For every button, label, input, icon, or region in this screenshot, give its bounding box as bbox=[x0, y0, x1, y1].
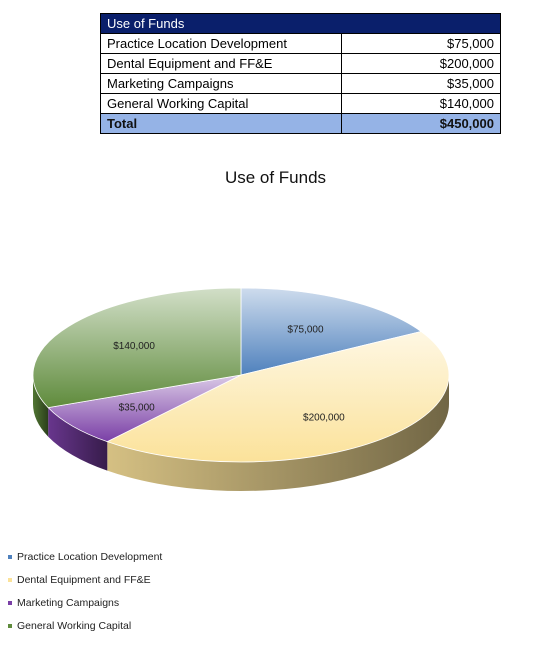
pie-slice-side bbox=[33, 375, 49, 437]
pie-slice bbox=[47, 374, 242, 443]
row-label: Marketing Campaigns bbox=[100, 73, 342, 94]
chart-title: Use of Funds bbox=[224, 168, 327, 187]
table-row: General Working Capital $140,000 bbox=[100, 93, 501, 114]
pie-data-label: $35,000 bbox=[119, 403, 156, 414]
pie-slice bbox=[240, 287, 423, 376]
table-row: Dental Equipment and FF&E $200,000 bbox=[100, 53, 501, 74]
total-amount: $450,000 bbox=[341, 113, 501, 134]
pie-chart: $75,000 $200,000 $35,000 $140,000 bbox=[32, 287, 450, 492]
row-amount: $35,000 bbox=[341, 73, 501, 94]
pie-slice bbox=[106, 331, 450, 463]
legend-label: Practice Location Development bbox=[17, 550, 163, 563]
use-of-funds-table: Use of Funds Practice Location Developme… bbox=[100, 13, 501, 134]
legend-swatch bbox=[8, 577, 12, 582]
table-row: Practice Location Development $75,000 bbox=[100, 33, 501, 54]
row-label: Practice Location Development bbox=[100, 33, 342, 54]
table-title: Use of Funds bbox=[100, 13, 501, 34]
pie-data-label: $75,000 bbox=[287, 324, 324, 335]
total-label: Total bbox=[100, 113, 342, 134]
pie-slice bbox=[32, 287, 242, 409]
pie-slice-side bbox=[48, 407, 108, 471]
row-label: General Working Capital bbox=[100, 93, 342, 114]
chart-legend: Practice Location Development Dental Equi… bbox=[8, 545, 162, 637]
legend-label: General Working Capital bbox=[17, 619, 132, 632]
legend-swatch bbox=[8, 600, 12, 605]
table-header-row: Use of Funds bbox=[100, 13, 501, 34]
legend-item: Dental Equipment and FF&E bbox=[8, 568, 162, 591]
legend-label: Dental Equipment and FF&E bbox=[17, 573, 151, 586]
table-row: Marketing Campaigns $35,000 bbox=[100, 73, 501, 94]
row-label: Dental Equipment and FF&E bbox=[100, 53, 342, 74]
row-amount: $200,000 bbox=[341, 53, 501, 74]
legend-item: Marketing Campaigns bbox=[8, 591, 162, 614]
row-amount: $75,000 bbox=[341, 33, 501, 54]
legend-swatch bbox=[8, 554, 12, 559]
table-total-row: Total $450,000 bbox=[100, 113, 501, 134]
legend-item: General Working Capital bbox=[8, 614, 162, 637]
pie-data-label: $200,000 bbox=[303, 412, 345, 423]
legend-label: Marketing Campaigns bbox=[17, 596, 120, 609]
legend-item: Practice Location Development bbox=[8, 545, 162, 568]
pie-data-label: $140,000 bbox=[113, 341, 155, 352]
pie-slice-side bbox=[107, 375, 450, 492]
row-amount: $140,000 bbox=[341, 93, 501, 114]
legend-swatch bbox=[8, 623, 12, 628]
